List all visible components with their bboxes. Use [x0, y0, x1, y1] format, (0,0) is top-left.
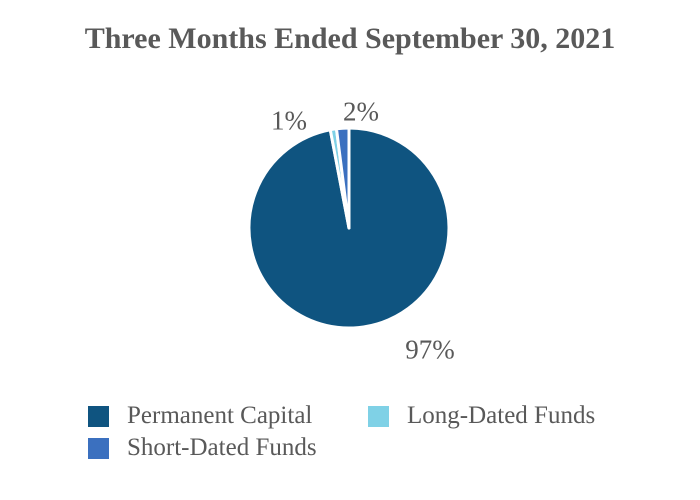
legend-item-long-dated-funds[interactable]: Long-Dated Funds — [368, 403, 595, 429]
legend-label-long-dated-funds: Long-Dated Funds — [407, 402, 596, 429]
chart-title: Three Months Ended September 30, 2021 — [84, 22, 616, 55]
data-label-long-dated-funds: 1% — [271, 105, 307, 136]
pie-chart — [247, 126, 451, 330]
legend-item-short-dated-funds[interactable]: Short-Dated Funds — [88, 435, 317, 461]
data-label-short-dated-funds: 2% — [343, 96, 379, 127]
legend-swatch-short-dated-funds — [88, 437, 109, 459]
data-label-permanent-capital: 97% — [405, 334, 455, 365]
legend-label-permanent-capital: Permanent Capital — [127, 402, 313, 429]
legend-swatch-permanent-capital — [88, 405, 109, 427]
legend-label-short-dated-funds: Short-Dated Funds — [127, 434, 317, 461]
pie-slice-short-dated-funds[interactable] — [334, 126, 351, 230]
legend-swatch-long-dated-funds — [368, 405, 389, 427]
legend-item-permanent-capital[interactable]: Permanent Capital — [88, 403, 312, 429]
